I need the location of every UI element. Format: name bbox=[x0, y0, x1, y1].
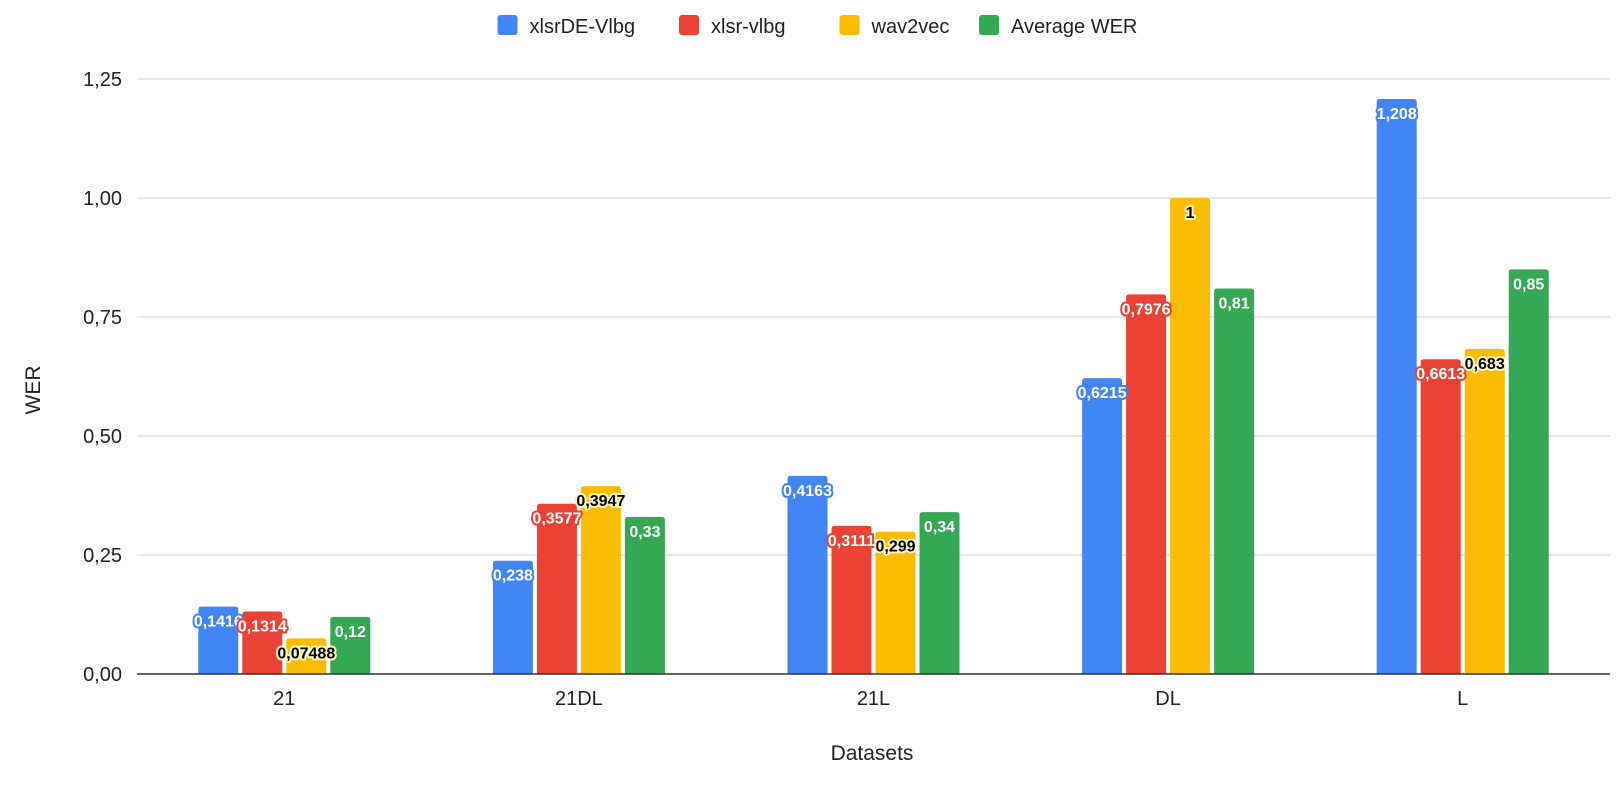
data-label: 0,34 bbox=[924, 519, 955, 536]
data-label: 0,85 bbox=[1513, 276, 1544, 293]
data-label: 0,3111 bbox=[828, 533, 875, 550]
x-tick-label: DL bbox=[1155, 688, 1181, 710]
bar bbox=[831, 525, 872, 674]
data-label: 0,1416 bbox=[194, 614, 243, 631]
y-tick-label: 0,75 bbox=[83, 307, 122, 329]
data-label: 0,3577 bbox=[532, 511, 581, 528]
data-label: 0,7976 bbox=[1122, 301, 1171, 318]
bar bbox=[198, 606, 239, 674]
bar bbox=[1126, 294, 1167, 674]
legend-label: xlsr-vlbg bbox=[711, 16, 785, 38]
y-tick-label: 0,50 bbox=[83, 426, 122, 448]
bar bbox=[787, 475, 828, 674]
bar bbox=[536, 503, 577, 674]
y-tick-label: 1,00 bbox=[83, 188, 122, 210]
bar bbox=[1420, 359, 1461, 674]
bar bbox=[330, 616, 371, 674]
gridlines bbox=[137, 78, 1610, 556]
legend-swatch bbox=[979, 15, 999, 35]
data-label: 0,12 bbox=[335, 624, 366, 641]
data-label: 0,3947 bbox=[576, 493, 625, 510]
bar bbox=[1214, 288, 1255, 674]
data-label: 0,299 bbox=[875, 539, 915, 556]
data-label: 0,33 bbox=[629, 524, 660, 541]
bar bbox=[286, 638, 327, 674]
legend-item: wav2vec bbox=[839, 15, 950, 38]
data-label: 0,81 bbox=[1219, 295, 1250, 312]
bar bbox=[624, 516, 665, 674]
data-label: 0,6215 bbox=[1078, 385, 1127, 402]
bar bbox=[919, 512, 960, 674]
bar bbox=[492, 560, 533, 674]
legend-label: xlsrDE-Vlbg bbox=[530, 16, 636, 38]
data-label: 0,07488 bbox=[277, 645, 335, 662]
legend-item: xlsr-vlbg bbox=[679, 15, 785, 38]
bar bbox=[580, 486, 621, 674]
bar bbox=[1464, 348, 1505, 674]
x-tick-label: 21DL bbox=[555, 688, 603, 710]
data-label: 1,208 bbox=[1377, 106, 1417, 123]
bar bbox=[1170, 198, 1211, 674]
data-label: 1 bbox=[1186, 205, 1195, 222]
bar bbox=[242, 611, 283, 674]
x-tick-label: 21 bbox=[273, 688, 295, 710]
y-tick-label: 1,25 bbox=[83, 69, 122, 91]
bar bbox=[1508, 269, 1549, 674]
data-label: 0,6613 bbox=[1416, 366, 1465, 383]
legend-label: wav2vec bbox=[871, 16, 950, 38]
legend-label: Average WER bbox=[1011, 16, 1137, 38]
x-tick-label: 21L bbox=[857, 688, 890, 710]
bar bbox=[875, 531, 916, 674]
bar bbox=[1082, 378, 1123, 674]
x-tick-label: L bbox=[1457, 688, 1468, 710]
legend-swatch bbox=[497, 15, 518, 35]
legend-swatch bbox=[679, 15, 699, 35]
axes: 0,00 0,25 0,50 0,75 1,00 1,25 21 21DL 21L DL L bbox=[83, 69, 1610, 710]
y-axis-title: WER bbox=[22, 366, 45, 415]
y-tick-label: 0,00 bbox=[83, 664, 122, 686]
data-label: 0,1314 bbox=[238, 618, 287, 635]
legend-item: xlsrDE-Vlbg bbox=[497, 15, 636, 38]
legend-swatch bbox=[839, 15, 860, 35]
x-axis-title: Datasets bbox=[831, 742, 914, 765]
data-label: 0,683 bbox=[1465, 356, 1505, 373]
bars bbox=[198, 98, 1549, 674]
y-tick-label: 0,25 bbox=[83, 545, 122, 567]
data-label: 0,238 bbox=[493, 568, 533, 585]
legend-item: Average WER bbox=[979, 15, 1137, 38]
data-label: 0,4163 bbox=[783, 483, 832, 500]
bar bbox=[1376, 98, 1417, 674]
legend: xlsrDE-Vlbg xlsr-vlbg wav2vec Average WER bbox=[497, 15, 1137, 38]
